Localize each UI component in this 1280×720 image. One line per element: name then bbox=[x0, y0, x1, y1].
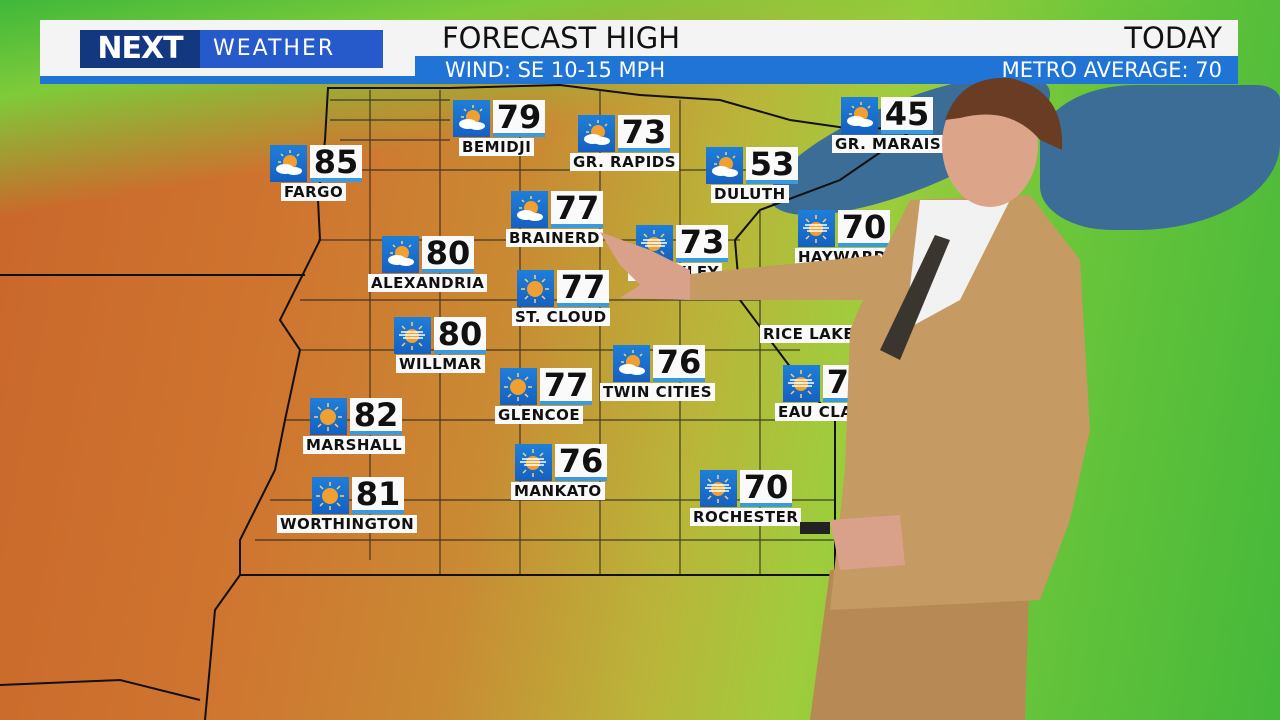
city-name: GR. MARAIS bbox=[832, 135, 945, 153]
city-temp: 79 bbox=[493, 100, 545, 137]
city-temp: 80 bbox=[422, 236, 474, 273]
sunny-icon bbox=[517, 270, 554, 307]
wind-info: WIND: SE 10-15 MPH bbox=[445, 58, 666, 82]
city-name: ALEXANDRIA bbox=[368, 274, 488, 292]
metro-average: METRO AVERAGE: 70 bbox=[1001, 58, 1222, 82]
city-name: RICE LAKE bbox=[760, 325, 858, 343]
city-name: GR. RAPIDS bbox=[570, 153, 680, 171]
partly-cloudy-icon bbox=[578, 115, 615, 152]
hazy-sun-icon bbox=[394, 317, 431, 354]
city-temp: 77 bbox=[557, 270, 609, 307]
partly-cloudy-icon bbox=[270, 145, 307, 182]
city-name: GLENCOE bbox=[495, 406, 584, 424]
logo-next: NEXT bbox=[80, 30, 200, 68]
city-name: MARSHALL bbox=[303, 436, 406, 454]
city-temp: 73 bbox=[618, 115, 670, 152]
partly-cloudy-icon bbox=[453, 100, 490, 137]
hazy-sun-icon bbox=[700, 470, 737, 507]
header-banner: NEXT WEATHER FORECAST HIGH TODAY WIND: S… bbox=[40, 20, 1238, 84]
city-temp: 85 bbox=[310, 145, 362, 182]
city-temp: 70 bbox=[740, 470, 792, 507]
partly-cloudy-icon bbox=[841, 97, 878, 134]
city-name: BRAINERD bbox=[506, 229, 603, 247]
city-name: ST. CLOUD bbox=[512, 308, 610, 326]
day-label: TODAY bbox=[1124, 21, 1222, 55]
city-temp: 45 bbox=[881, 97, 933, 134]
presenter-hair bbox=[945, 77, 1063, 150]
city-temp: 76 bbox=[653, 345, 705, 382]
sunny-icon bbox=[312, 477, 349, 514]
next-weather-logo: NEXT WEATHER bbox=[80, 30, 383, 68]
sunny-icon bbox=[500, 368, 537, 405]
presenter-tie bbox=[880, 235, 950, 360]
partly-cloudy-icon bbox=[511, 191, 548, 228]
partly-cloudy-icon bbox=[706, 147, 743, 184]
presenter-hand-left bbox=[830, 515, 905, 570]
city-name: MANKATO bbox=[511, 482, 605, 500]
city-temp: 70 bbox=[838, 210, 890, 247]
sunny-icon bbox=[310, 398, 347, 435]
city-temp: 80 bbox=[434, 317, 486, 354]
city-temp: 76 bbox=[555, 444, 607, 481]
partly-cloudy-icon bbox=[613, 345, 650, 382]
city-name: TWIN CITIES bbox=[600, 383, 716, 401]
logo-weather: WEATHER bbox=[213, 36, 336, 61]
city-name: DULUTH bbox=[711, 185, 789, 203]
state-line bbox=[0, 274, 305, 720]
city-temp: 77 bbox=[540, 368, 592, 405]
city-temp: 81 bbox=[352, 477, 404, 514]
presenter-arm bbox=[680, 255, 900, 300]
city-name: WILLMAR bbox=[396, 355, 485, 373]
partly-cloudy-icon bbox=[382, 236, 419, 273]
city-name: WORTHINGTON bbox=[277, 515, 418, 533]
city-name: BEMIDJI bbox=[459, 138, 535, 156]
hazy-sun-icon bbox=[783, 365, 820, 402]
city-temp: 53 bbox=[746, 147, 798, 184]
banner-stripe bbox=[40, 76, 415, 84]
presenter-shirt bbox=[905, 200, 1010, 330]
page-title: FORECAST HIGH bbox=[442, 21, 681, 55]
hazy-sun-icon bbox=[515, 444, 552, 481]
city-temp: 73 bbox=[676, 225, 728, 262]
city-temp: 82 bbox=[350, 398, 402, 435]
hazy-sun-icon bbox=[798, 210, 835, 247]
presenter-hand bbox=[600, 232, 690, 300]
subtitle-strip: WIND: SE 10-15 MPH METRO AVERAGE: 70 bbox=[415, 56, 1238, 84]
clicker-remote bbox=[800, 522, 830, 534]
city-name: ROCHESTER bbox=[690, 508, 802, 526]
city-temp: 77 bbox=[551, 191, 603, 228]
city-name: FARGO bbox=[281, 183, 347, 201]
